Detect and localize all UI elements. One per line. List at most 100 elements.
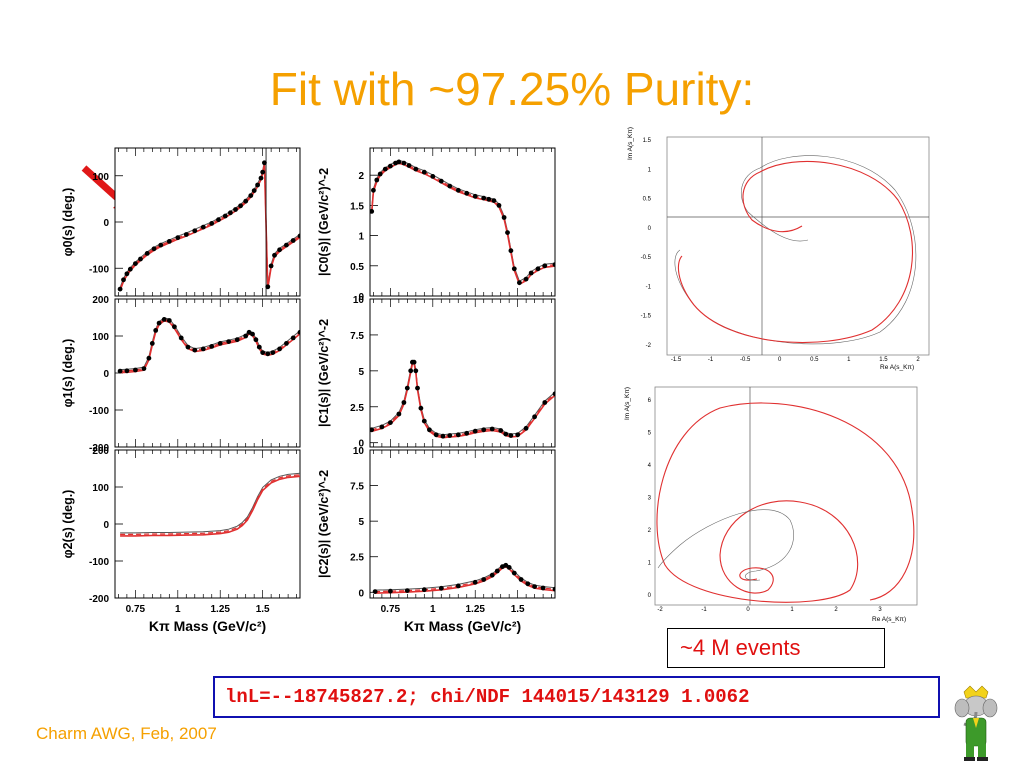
argand-bottom-ylabel: Im A(s_Kπ) — [624, 387, 631, 420]
c0-data-point — [552, 262, 555, 267]
c2-data-point — [532, 584, 537, 589]
c2-panel: 0 2.5 5 7.5 10 0.75 1 1.25 1.5 Kπ Mass (GeV/c²) |C… — [317, 446, 556, 634]
phi1-data-point — [290, 335, 296, 341]
argand-bottom-fit — [656, 402, 915, 603]
argand-bottom-xticks: -2 -1 0 1 2 3 — [657, 607, 882, 613]
phi0-data-point — [272, 252, 277, 258]
c2-data-point — [489, 572, 495, 578]
c2-data-point — [518, 577, 524, 582]
argand-bottom-xtick-label: 1 — [790, 607, 794, 613]
phi0-data-point — [222, 213, 228, 219]
c1-ylabel: |C1(s)| (GeV/c²)^-2 — [317, 319, 331, 427]
phi1-ytick-label: 200 — [92, 295, 109, 306]
c0-data-point — [517, 280, 522, 286]
phi0-data-point — [117, 286, 123, 292]
c1-data-point — [464, 430, 470, 436]
phi0-data-point — [209, 221, 215, 226]
phi0-data-point — [121, 277, 126, 283]
phi0-fit-line — [119, 164, 300, 291]
c1-data-point — [404, 385, 410, 391]
c2-ytick-label: 10 — [353, 446, 365, 457]
c2-data-point — [472, 579, 478, 585]
argand-bottom-ytick-label: 1 — [648, 561, 652, 567]
phi0-data-point — [144, 251, 150, 256]
argand-top-xtick-label: 0 — [778, 357, 782, 363]
c0-data-point — [447, 183, 453, 189]
c1-data-point — [455, 432, 461, 438]
c0-data-point — [528, 270, 534, 276]
phi1-data-point — [156, 320, 162, 326]
phi2-xtick-label: 1.5 — [256, 604, 270, 615]
argand-bottom-xtick-label: 3 — [878, 607, 882, 613]
phi1-data-point — [253, 337, 259, 343]
c2-ytick-label: 2.5 — [350, 553, 364, 564]
phi0-data-point — [243, 198, 249, 204]
likelihood-box: lnL=--18745827.2; chi/NDF 144015/143129 … — [213, 676, 940, 718]
c2-data-point — [494, 568, 500, 574]
phi0-data-point — [166, 239, 172, 244]
c1-ytick-label: 7.5 — [350, 331, 364, 342]
phi1-data-point — [192, 347, 198, 353]
c1-data-point — [415, 385, 420, 391]
c1-data-point — [370, 427, 375, 433]
c1-data-point — [481, 427, 487, 433]
phi2-xtick-label: 1 — [175, 604, 181, 615]
c0-data-point — [382, 166, 388, 172]
phi0-data-point — [158, 242, 164, 248]
phi0-data-point — [124, 271, 130, 277]
argand-bottom-ytick-label: 3 — [648, 496, 652, 502]
argand-top-xtick-label: 1 — [847, 357, 851, 363]
phi1-data-point — [226, 339, 232, 344]
phi2-panel: -200 -100 0 100 200 0.75 1 1.25 1.5 Kπ Mass (GeV/… — [61, 446, 301, 634]
argand-bottom-ytick-label: 4 — [648, 463, 652, 469]
argand-top-xtick-label: 0.5 — [810, 357, 819, 363]
phi0-data-point — [265, 284, 271, 290]
c0-data-point — [430, 174, 436, 179]
phi1-ytick-label: 100 — [92, 332, 109, 343]
c0-data-point — [370, 209, 375, 214]
c0-data-point — [481, 195, 487, 201]
phi0-data-point — [277, 247, 282, 253]
c0-data-point — [438, 178, 444, 184]
argand-bottom-data — [657, 509, 794, 581]
c1-data-point — [411, 359, 417, 365]
phi1-data-point — [217, 341, 223, 346]
c0-data-point — [464, 190, 470, 196]
argand-bottom-ytick-label: 0 — [648, 593, 652, 599]
argand-bottom-ytick-label: 5 — [648, 431, 652, 437]
phi1-data-point — [200, 346, 206, 352]
phi1-data-point — [149, 341, 155, 346]
argand-top-xtick-label: -1.5 — [671, 357, 682, 363]
phi0-data-point — [290, 238, 296, 243]
argand-top-ytick-label: 0.5 — [643, 197, 652, 203]
phi0-ytick-label: 0 — [103, 218, 109, 229]
argand-bottom-xlabel: Re A(s_Kπ) — [872, 616, 906, 623]
phi0-data-point — [151, 246, 157, 252]
phi1-data-point — [185, 344, 191, 350]
c1-ytick-label: 2.5 — [350, 403, 364, 414]
argand-top-fit — [677, 161, 914, 344]
phi0-data-point — [233, 207, 238, 212]
c0-data-point — [523, 276, 529, 282]
phi0-data-point — [238, 203, 244, 209]
phi0-data-point — [175, 235, 181, 241]
phi2-xtick-label: 1.25 — [210, 604, 230, 615]
argand-top-ytick-label: -1.5 — [641, 314, 652, 320]
phi1-data-point — [161, 317, 167, 322]
c0-data-point — [472, 193, 478, 199]
c0-data-point — [371, 187, 376, 193]
argand-top-ytick-label: -1 — [646, 284, 652, 290]
argand-bottom-xtick-label: 2 — [834, 607, 838, 613]
phi1-data-point — [260, 350, 266, 355]
c2-ylabel: |C2(s)| (GeV/c²)^-2 — [317, 470, 331, 578]
phi1-data-point — [166, 318, 172, 323]
phi1-panel: -200 -100 0 100 200 φ1(s) (deg.) — [61, 295, 301, 454]
c2-data-point — [481, 577, 487, 582]
c1-data-point — [532, 414, 537, 420]
c2-data-point — [421, 587, 427, 593]
argand-top-xtick-label: -0.5 — [740, 357, 751, 363]
c1-data-point — [440, 433, 446, 439]
c0-ylabel: |C0(s)| (GeV/c²)^-2 — [317, 168, 331, 276]
phi0-ylabel: φ0(s) (deg.) — [61, 188, 75, 257]
c1-data-point — [427, 427, 432, 433]
